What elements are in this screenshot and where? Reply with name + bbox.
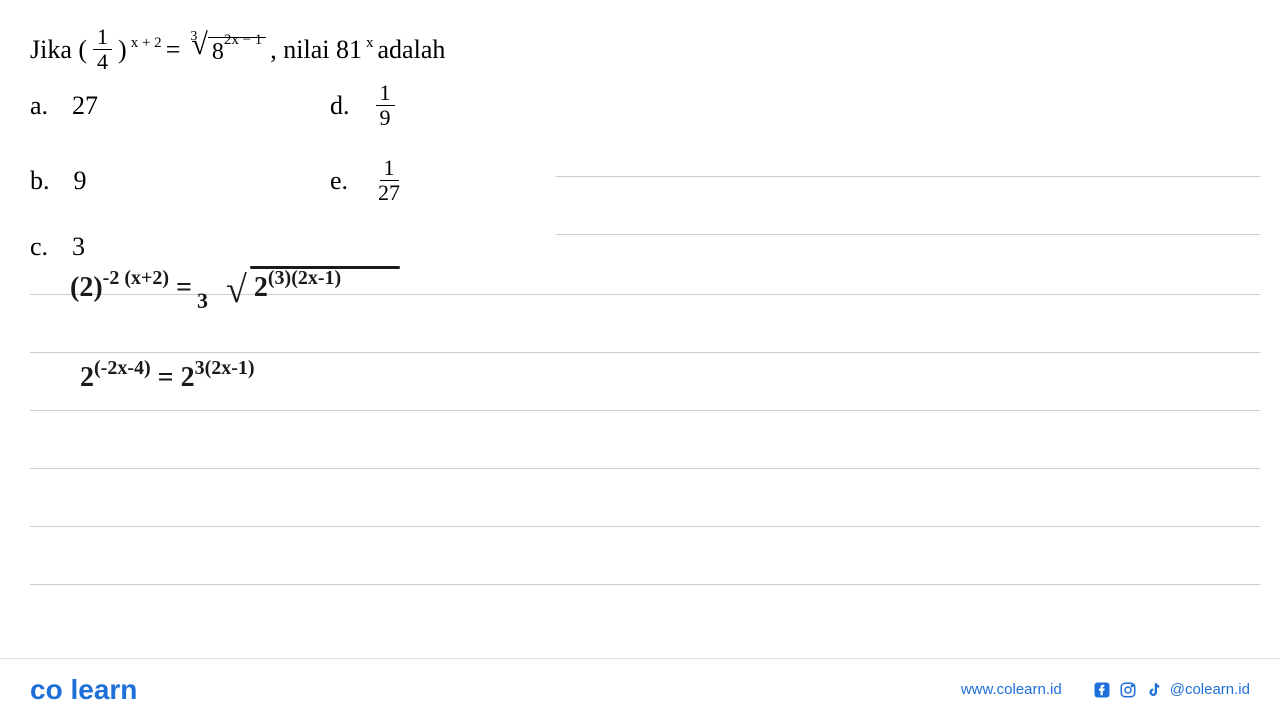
option-d: d. 1 9 — [330, 82, 397, 129]
footer: co learn www.colearn.id @colearn.id — [0, 658, 1280, 720]
fraction-1-4: 1 4 — [93, 26, 112, 73]
colearn-logo: co learn — [30, 674, 137, 706]
ruled-lines-full — [30, 294, 1260, 642]
question-text: Jika ( 1 4 ) x + 2 = 3 √ 82x − 1 , nilai… — [30, 26, 445, 73]
handwriting-line-1: (2)-2 (x+2) = 3 √ 2(3)(2x-1) — [70, 262, 341, 306]
option-e: e. 1 27 — [330, 157, 406, 204]
social-links: @colearn.id — [1092, 680, 1250, 700]
website-url: www.colearn.id — [961, 681, 1062, 698]
exponent-x-plus-2: x + 2 — [131, 35, 162, 52]
facebook-icon — [1092, 680, 1112, 700]
question-prefix: Jika ( — [30, 35, 87, 65]
exponent-x: x — [366, 35, 374, 52]
option-b: b. 9 — [30, 166, 330, 196]
option-a: a. 27 — [30, 91, 330, 121]
handwriting-line-2: 2(-2x-4) = 23(2x-1) — [80, 362, 255, 394]
answer-options: a. 27 d. 1 9 b. 9 e. 1 27 — [30, 82, 406, 290]
option-c: c. 3 — [30, 232, 330, 262]
instagram-icon — [1118, 680, 1138, 700]
tiktok-icon — [1144, 680, 1164, 700]
social-handle: @colearn.id — [1170, 681, 1250, 698]
ruled-lines-partial — [556, 176, 1260, 292]
cube-root: 3 √ 82x − 1 — [184, 33, 266, 66]
